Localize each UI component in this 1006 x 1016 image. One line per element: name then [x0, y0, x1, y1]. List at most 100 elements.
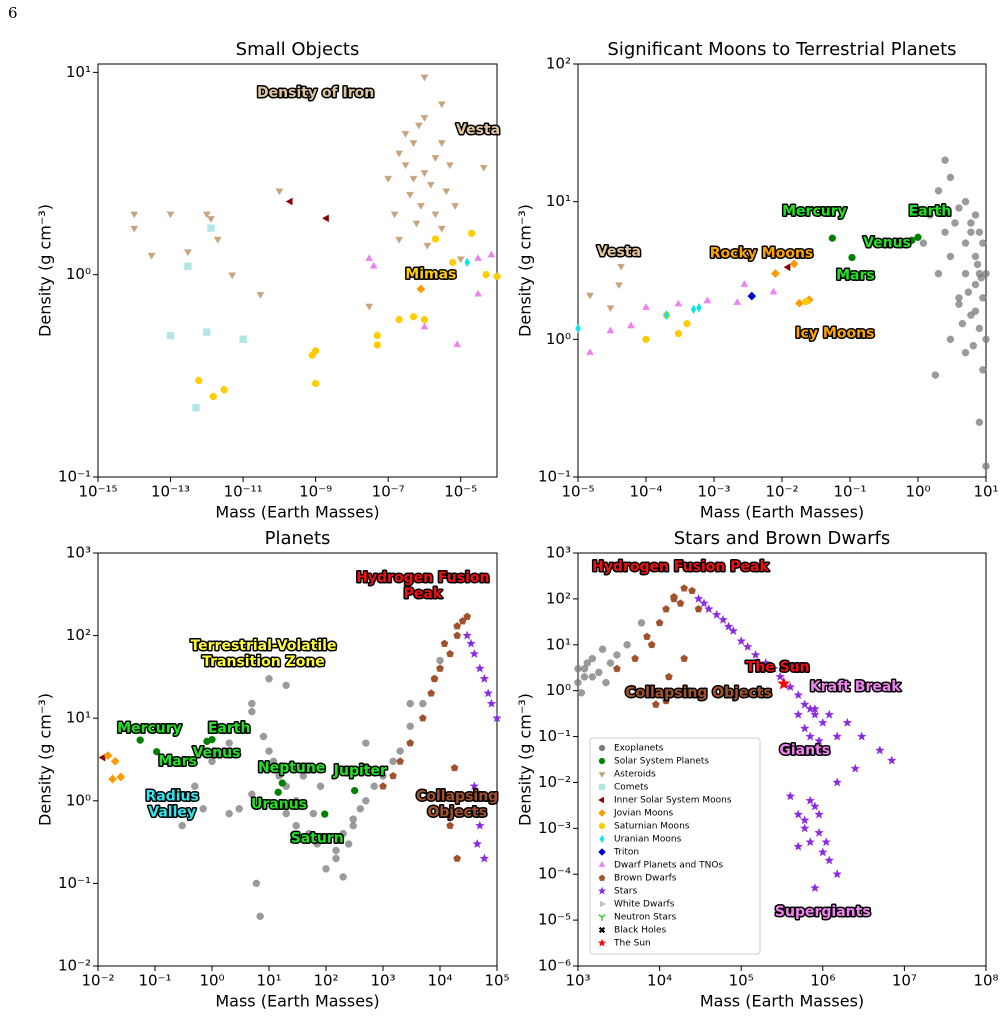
data-point [426, 181, 435, 189]
data-point [479, 673, 490, 683]
data-point [783, 263, 791, 272]
x-tick-label: 10⁶ [810, 972, 835, 990]
annotation: Jupiter [333, 763, 387, 779]
y-tick-label: 10⁰ [546, 330, 571, 348]
legend-marker [598, 848, 606, 856]
legend-marker [599, 834, 605, 844]
data-point [690, 304, 697, 315]
data-point [818, 847, 828, 857]
data-point [350, 786, 359, 795]
data-point [316, 782, 325, 790]
data-point [941, 228, 949, 236]
data-point [967, 219, 975, 227]
data-point [642, 335, 650, 343]
data-point [431, 235, 440, 243]
legend-label: Comets [614, 783, 649, 793]
data-point [356, 805, 364, 813]
x-tick-label: 10⁵ [484, 972, 509, 990]
data-point [414, 122, 423, 130]
data-point [395, 315, 403, 324]
data-point [805, 837, 815, 847]
data-point [207, 224, 215, 232]
data-point [464, 257, 470, 268]
data-point [208, 735, 216, 744]
data-point [696, 302, 702, 313]
data-point [184, 262, 192, 270]
data-point [437, 101, 446, 109]
data-point [670, 592, 678, 601]
data-point [108, 774, 118, 784]
data-point [406, 700, 414, 708]
data-point [964, 288, 972, 296]
data-point [379, 782, 387, 790]
x-tick-label: 10⁻¹ [138, 972, 171, 990]
data-point [799, 823, 810, 833]
data-point [814, 809, 824, 819]
data-point [116, 772, 126, 782]
annotation: Collapsing [416, 789, 498, 805]
data-point [742, 641, 753, 651]
data-point [248, 708, 256, 716]
data-point [349, 822, 357, 830]
data-point [574, 665, 582, 673]
data-point [958, 319, 967, 328]
data-point [736, 636, 746, 646]
data-point [919, 239, 928, 247]
data-point [886, 755, 897, 765]
annotation: Giants [779, 742, 830, 758]
data-point [409, 313, 418, 321]
data-point [406, 191, 414, 199]
data-point [192, 404, 200, 412]
data-point [373, 331, 381, 340]
data-point [483, 688, 493, 698]
data-point [693, 593, 704, 603]
data-point [967, 228, 975, 236]
data-point [322, 865, 330, 873]
data-point [213, 236, 222, 244]
data-point [977, 274, 985, 282]
data-point [479, 164, 488, 172]
data-point [463, 612, 472, 620]
data-point [339, 873, 347, 881]
data-point [285, 197, 293, 206]
annotation: Earth [208, 721, 251, 737]
data-point [955, 294, 963, 302]
data-point [248, 790, 256, 798]
data-point [430, 674, 439, 683]
data-point [785, 791, 796, 801]
data-point [369, 261, 378, 269]
legend-marker [598, 796, 604, 804]
data-point [362, 739, 370, 747]
data-point [474, 289, 482, 297]
data-point [469, 648, 480, 658]
data-point [248, 700, 256, 708]
data-point [908, 236, 916, 244]
annotation: Valley [148, 805, 196, 821]
data-point [472, 838, 482, 849]
data-point [663, 310, 670, 320]
data-point [802, 297, 810, 306]
data-point [588, 654, 597, 663]
y-tick-label: 10⁻¹ [58, 874, 91, 892]
x-axis-label: Mass (Earth Masses) [700, 503, 864, 522]
data-point [733, 298, 742, 305]
data-point [857, 731, 867, 741]
data-point [265, 675, 273, 683]
data-point [810, 801, 820, 811]
x-tick-label: 10⁻² [765, 483, 798, 501]
data-point [98, 753, 106, 762]
data-point [406, 739, 415, 747]
x-tick-label: 10² [313, 972, 338, 990]
legend-label: Stars [614, 887, 637, 897]
data-point [955, 300, 963, 308]
data-point [445, 162, 454, 170]
y-tick-label: 10³ [546, 544, 571, 562]
data-point [395, 236, 403, 244]
data-point [450, 763, 459, 772]
data-point [110, 756, 120, 766]
data-point [469, 781, 480, 791]
data-point [256, 292, 265, 299]
data-point [613, 651, 621, 659]
data-point [431, 155, 440, 162]
data-point [926, 211, 934, 219]
